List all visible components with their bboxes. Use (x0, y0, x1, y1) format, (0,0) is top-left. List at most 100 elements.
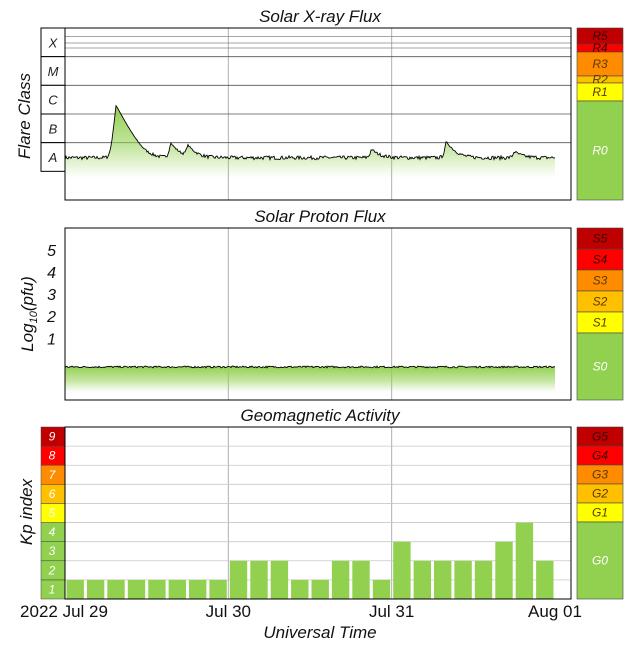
kp-bar-9 (250, 560, 268, 599)
x-axis-label: Universal Time (263, 623, 376, 642)
proton-title: Solar Proton Flux (254, 207, 386, 226)
scale-label-r1: R1 (592, 85, 607, 99)
kp-bar-16 (393, 541, 411, 599)
kp-bar-20 (474, 560, 493, 599)
proton-ylabel-sub: 10 (28, 310, 40, 323)
kp-bar-2 (107, 579, 125, 599)
scale-cell-g0 (576, 521, 624, 600)
proton-ylabel: Log10(pfu) (18, 276, 40, 352)
scale-cell-r0 (576, 100, 624, 201)
scale-label-r5: R5 (592, 29, 608, 43)
kp-level-label-5: 5 (49, 506, 56, 520)
xray-ylabel: Flare Class (15, 73, 34, 159)
scale-label-s5: S5 (593, 232, 608, 246)
kp-bar-6 (189, 579, 207, 599)
scale-label-g5: G5 (592, 430, 608, 444)
flare-class-label-a: A (48, 150, 58, 165)
scale-cell-s0 (576, 332, 624, 401)
proton-tick-5: 5 (47, 243, 56, 260)
xray-flux-fill (65, 105, 555, 178)
proton-flux-area (64, 365, 556, 392)
x-tick-label-0: 2022 Jul 29 (20, 602, 108, 621)
proton-tick-4: 4 (47, 265, 56, 282)
kp-bar-22 (515, 522, 534, 599)
kp-bar-7 (209, 579, 227, 599)
scale-label-g1: G1 (592, 506, 608, 520)
kp-level-label-3: 3 (49, 544, 56, 558)
scale-label-g4: G4 (592, 449, 608, 463)
proton-tick-1: 1 (47, 331, 56, 348)
scale-cell-r3 (576, 51, 624, 77)
scale-label-g0: G0 (592, 554, 608, 568)
xray-plot-frame (64, 27, 572, 201)
kp-bar-10 (270, 560, 289, 599)
xray-flux-area (64, 104, 556, 178)
scale-label-s4: S4 (593, 253, 608, 267)
scale-label-r0: R0 (592, 144, 608, 158)
proton-ylabel-end: (pfu) (18, 276, 37, 311)
kp-bar-1 (86, 579, 105, 599)
x-tick-labels: 2022 Jul 29 Jul 30 Jul 31 Aug 01 (20, 602, 582, 621)
kp-level-label-4: 4 (49, 525, 56, 539)
x-tick-label-3: Aug 01 (528, 602, 582, 621)
flare-class-label-b: B (49, 121, 58, 136)
kp-bar-15 (372, 579, 391, 599)
xray-gridlines (65, 28, 571, 200)
scale-label-r4: R4 (592, 41, 608, 55)
kp-bar-18 (434, 560, 452, 599)
xray-flux-line (64, 104, 556, 162)
scale-label-s3: S3 (593, 274, 608, 288)
kp-level-label-9: 9 (49, 430, 56, 444)
kp-bar-13 (331, 560, 350, 599)
proton-plot-frame (64, 227, 572, 401)
scale-label-g2: G2 (592, 487, 608, 501)
geomag-title: Geomagnetic Activity (240, 406, 401, 425)
geomag-ylabel: Kp index (17, 478, 36, 545)
kp-level-label-1: 1 (49, 582, 56, 596)
kp-level-strip: 1 2 3 4 5 6 7 8 9 (40, 426, 66, 600)
geomag-plot-area (65, 427, 571, 599)
kp-bar-21 (495, 541, 513, 599)
kp-level-label-7: 7 (49, 468, 57, 482)
scale-label-r3: R3 (592, 57, 608, 71)
kp-bar-0 (66, 579, 84, 599)
scale-label-s0: S0 (593, 360, 608, 374)
xray-title: Solar X-ray Flux (259, 7, 381, 26)
kp-bar-8 (229, 560, 248, 599)
kp-bar-5 (168, 579, 186, 599)
kp-bar-23 (536, 560, 554, 599)
geomag-g-scale: G5 G4 G3 G2 G1 G0 (576, 426, 624, 600)
proton-s-scale: S5 S4 S3 S2 S1 S0 (576, 227, 624, 401)
flare-class-label-c: C (48, 93, 58, 108)
proton-tick-3: 3 (47, 287, 56, 304)
geomag-plot-frame (64, 426, 572, 600)
x-tick-label-2: Jul 31 (369, 602, 414, 621)
kp-bar-12 (311, 579, 329, 599)
kp-level-label-8: 8 (49, 449, 56, 463)
kp-bar-11 (291, 579, 309, 599)
geomag-gridlines (65, 427, 571, 599)
proton-y-ticks: 1 2 3 4 5 (46, 243, 56, 348)
flare-class-box-a (40, 142, 66, 172)
kp-level-label-2: 2 (48, 563, 56, 577)
proton-flux-fill (65, 366, 555, 392)
kp-bars (66, 522, 554, 599)
flare-class-label-m: M (48, 64, 59, 79)
kp-bar-19 (454, 560, 472, 599)
kp-bar-17 (413, 560, 431, 599)
flare-class-label-x: X (48, 35, 59, 50)
kp-bar-14 (352, 560, 370, 599)
scale-label-g3: G3 (592, 468, 608, 482)
scale-label-s1: S1 (593, 316, 608, 330)
proton-ylabel-main: Log (18, 323, 37, 352)
x-tick-label-1: Jul 30 (206, 602, 251, 621)
scale-label-s2: S2 (593, 295, 608, 309)
kp-bar-3 (127, 579, 146, 599)
kp-bar-4 (148, 579, 166, 599)
proton-flux-line (64, 365, 556, 369)
proton-tick-2: 2 (46, 309, 56, 326)
kp-level-label-6: 6 (49, 487, 56, 501)
